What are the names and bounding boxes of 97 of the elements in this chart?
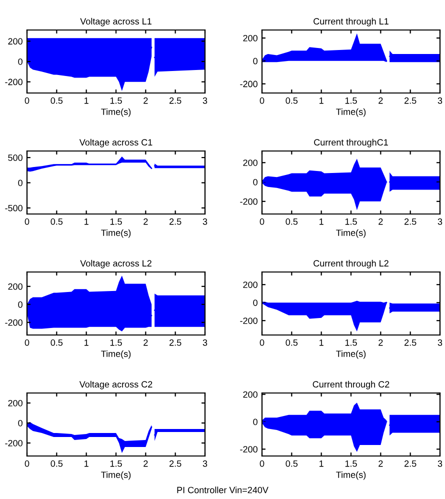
x-tick-label: 3 <box>438 460 442 467</box>
y-tick-label: 200 <box>243 34 258 42</box>
x-tick-label: 1.5 <box>110 340 122 346</box>
x-tick-label: 0.5 <box>50 218 63 225</box>
x-tick-label: 0.5 <box>50 97 63 104</box>
x-tick-label: 1 <box>84 460 88 467</box>
y-tick-label: 0 <box>18 420 22 426</box>
x-tick-label: 3 <box>202 218 208 225</box>
y-tick-label: 0 <box>18 58 22 65</box>
x-tick-label: 2 <box>378 97 383 104</box>
x-tick-label: 2.5 <box>170 460 182 467</box>
chart-title: Current throughC1 <box>314 138 388 148</box>
y-tick-label: 200 <box>243 160 258 166</box>
x-axis-title: Time(s) <box>336 108 366 117</box>
x-tick-label: 0.5 <box>286 339 298 346</box>
x-axis-title: Time(s) <box>101 471 131 480</box>
x-tick-label: 0.5 <box>286 218 298 225</box>
y-tick-label: -200 <box>240 80 258 88</box>
x-tick-label: 1 <box>320 98 324 104</box>
x-tick-label: 2 <box>378 460 383 467</box>
x-tick-label: 2 <box>144 460 148 467</box>
x-tick-label: 3 <box>438 97 442 104</box>
x-axis-title: Time(s) <box>101 108 131 117</box>
x-tick-label: 0 <box>24 218 30 225</box>
chart-title: Voltage across L2 <box>80 260 152 268</box>
x-axis-title: Time(s) <box>336 229 366 238</box>
x-tick-label: 1 <box>84 340 88 346</box>
x-tick-label: 0.5 <box>286 460 298 467</box>
x-tick-label: 2.5 <box>404 97 416 104</box>
x-tick-label: 0 <box>260 339 264 346</box>
y-tick-label: -200 <box>5 319 22 326</box>
x-axis-title: Time(s) <box>101 229 131 238</box>
x-tick-label: 1 <box>84 98 88 104</box>
x-tick-label: 1 <box>84 218 88 225</box>
x-axis-title: Time(s) <box>101 350 131 359</box>
x-tick-label: 0.5 <box>50 339 63 346</box>
x-tick-label: 3 <box>202 460 208 467</box>
x-tick-label: 3 <box>202 97 208 104</box>
chart-title: Voltage across C1 <box>79 138 152 148</box>
y-tick-label: 200 <box>8 283 22 290</box>
chart-title: Voltage across C2 <box>79 380 152 390</box>
x-tick-label: 3 <box>438 339 442 346</box>
y-tick-label: 200 <box>8 400 22 406</box>
x-tick-label: 0 <box>260 97 264 104</box>
x-tick-label: 0 <box>24 460 30 467</box>
y-tick-label: 200 <box>243 391 258 398</box>
x-tick-label: 1.5 <box>110 218 122 225</box>
x-tick-label: 1.5 <box>110 460 122 467</box>
y-tick-label: -200 <box>240 198 258 205</box>
y-tick-label: 0 <box>253 178 258 186</box>
x-tick-label: 0 <box>260 460 264 467</box>
x-tick-label: 2.5 <box>170 218 182 225</box>
x-tick-label: 3 <box>438 218 442 225</box>
x-tick-label: 2 <box>144 97 148 104</box>
chart-title: Current through C2 <box>312 380 390 390</box>
text: PI Controller Vin=240V <box>177 486 268 494</box>
x-tick-label: 2 <box>144 339 148 346</box>
x-tick-label: 0 <box>24 97 30 104</box>
y-tick-label: 200 <box>243 282 258 288</box>
y-tick-label: 0 <box>18 301 22 308</box>
x-tick-label: 1 <box>320 460 324 467</box>
y-tick-label: 500 <box>8 154 22 161</box>
y-tick-label: 200 <box>8 38 22 45</box>
x-axis-title: Time(s) <box>336 471 366 480</box>
x-tick-label: 2.5 <box>404 218 416 225</box>
x-tick-label: 1.5 <box>345 460 357 467</box>
x-tick-label: 1.5 <box>345 98 357 104</box>
x-tick-label: 0 <box>260 218 264 225</box>
x-tick-label: 2 <box>378 218 383 225</box>
y-tick-label: 0 <box>253 58 258 64</box>
x-tick-label: 2.5 <box>404 339 416 346</box>
x-tick-label: 1.5 <box>345 218 357 225</box>
y-tick-label: -200 <box>5 440 22 446</box>
y-tick-label: -200 <box>5 78 22 86</box>
x-tick-label: 1.5 <box>110 98 122 104</box>
chart-title: Current through L2 <box>314 260 388 268</box>
x-tick-label: 0 <box>24 339 30 346</box>
x-tick-label: 0.5 <box>50 460 63 467</box>
x-tick-label: 1 <box>320 340 324 346</box>
x-tick-label: 1.5 <box>345 340 357 346</box>
x-tick-label: 2 <box>378 339 383 346</box>
x-tick-label: 2.5 <box>170 97 182 104</box>
y-tick-label: 0 <box>253 418 258 426</box>
x-tick-label: 3 <box>202 339 208 346</box>
y-tick-label: -200 <box>240 318 258 324</box>
x-tick-label: 0.5 <box>286 97 298 104</box>
x-tick-label: 2 <box>144 218 148 225</box>
chart-title: Current through L1 <box>314 18 388 26</box>
x-tick-label: 2.5 <box>404 460 416 467</box>
x-axis-title: Time(s) <box>336 350 366 359</box>
y-tick-label: -500 <box>5 204 22 212</box>
chart-title: Voltage across L1 <box>80 18 152 26</box>
x-tick-label: 2.5 <box>170 339 182 346</box>
y-tick-label: 0 <box>18 180 22 186</box>
y-tick-label: -200 <box>240 446 258 453</box>
y-tick-label: 0 <box>253 300 258 306</box>
x-tick-label: 1 <box>320 218 324 225</box>
